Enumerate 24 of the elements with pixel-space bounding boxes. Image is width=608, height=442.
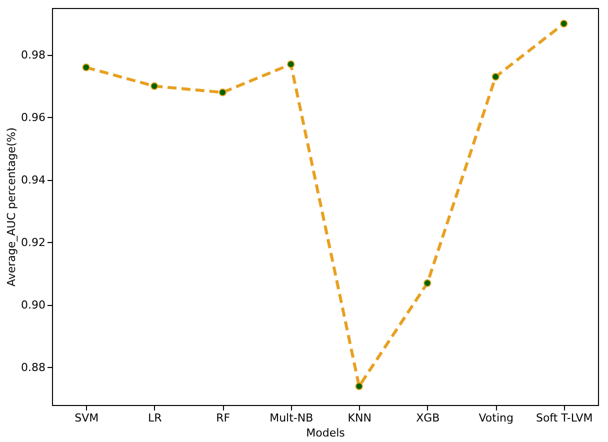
point	[424, 279, 432, 287]
y-tick-label: 0.98	[21, 48, 46, 62]
x-tick-label: XGB	[416, 412, 440, 424]
x-tick-label: KNN	[348, 412, 372, 424]
x-tick-label: Soft T-LVM	[536, 412, 593, 424]
point	[218, 88, 226, 96]
x-tick-label: SVM	[74, 412, 99, 424]
point	[492, 72, 500, 81]
x-tick-label: Mult-NB	[270, 412, 314, 424]
y-tick-label: 0.88	[21, 360, 46, 374]
y-tick-label: 0.92	[21, 236, 46, 249]
point	[355, 382, 363, 390]
x-tick-label: RF	[216, 412, 230, 424]
y-tick-label: 0.94	[21, 173, 46, 186]
x-tick-label: Voting	[478, 412, 514, 424]
point	[82, 64, 90, 72]
y-tick-label: 0.96	[21, 110, 46, 124]
x-axis-title: Models	[306, 426, 346, 440]
point	[287, 60, 295, 68]
x-tick-label: LR	[148, 412, 162, 424]
y-tick-label: 0.90	[21, 298, 46, 312]
point	[560, 20, 568, 28]
y-axis-title: Average_AUC percentage(%)	[5, 127, 18, 287]
point	[150, 82, 158, 90]
